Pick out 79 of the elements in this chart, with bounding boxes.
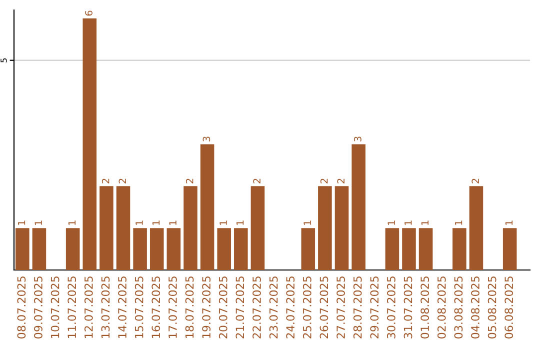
data-label: 3 [202,136,210,142]
x-tick-label: 27.07.2025 [336,276,345,338]
x-tick-label: 15.07.2025 [134,276,144,338]
x-tick-label: 12.07.2025 [84,276,93,338]
data-label: 1 [304,220,311,225]
bar [250,186,265,270]
bar [100,186,114,270]
data-label: 1 [388,220,395,225]
x-tick-label: 01.08.2025 [420,276,430,338]
data-label: 2 [253,178,260,184]
bar [217,228,231,270]
x-tick-label: 05.08.2025 [488,276,496,338]
data-label: 1 [136,220,143,225]
data-label: 6 [85,10,92,16]
bar [116,186,130,270]
x-tick-label: 22.07.2025 [252,276,261,338]
data-label: 1 [505,220,513,225]
bar [452,228,466,270]
bar [150,228,164,270]
x-tick-label: 21.07.2025 [236,276,244,338]
bar [402,228,416,270]
x-tick-label: 04.08.2025 [471,276,480,338]
bar [385,228,400,270]
bar [133,228,147,270]
bar [66,228,80,270]
bar [318,186,332,270]
data-label: 2 [320,178,328,184]
x-tick-label: 16.07.2025 [152,276,160,338]
x-tick-label: 23.07.2025 [269,276,278,338]
data-label: 2 [118,178,126,184]
bar [234,228,248,270]
x-tick-label: 30.07.2025 [386,276,396,338]
bar [32,228,46,270]
bar [334,186,349,270]
x-tick-label: 25.07.2025 [302,276,312,338]
x-tick-label: 08.07.2025 [17,276,26,338]
x-tick-label: 17.07.2025 [168,276,177,338]
data-label: 1 [220,220,227,225]
x-tick-label: 13.07.2025 [101,276,110,338]
x-tick-label: 10.07.2025 [50,276,60,338]
data-label: 2 [186,178,194,184]
data-label: 1 [169,220,176,225]
bar [16,228,30,270]
x-tick-label: 02.08.2025 [437,276,446,338]
bar [82,18,97,270]
data-label: 1 [421,220,428,225]
data-label: 1 [34,220,42,225]
x-tick-label: 19.07.2025 [202,276,211,338]
data-label: 1 [236,220,244,225]
bar [184,186,198,270]
bar [469,186,484,270]
x-tick-label: 14.07.2025 [118,276,126,338]
x-tick-label: 11.07.2025 [68,276,76,338]
x-tick-label: 20.07.2025 [218,276,228,338]
x-tick-label: 06.08.2025 [504,276,514,338]
bar [418,228,433,270]
data-label: 1 [455,220,462,225]
data-label: 1 [404,220,412,225]
x-tick-label: 18.07.2025 [185,276,194,338]
bar [352,144,366,270]
data-label: 3 [354,136,362,142]
x-tick-label: 29.07.2025 [370,276,379,338]
y-tick-label: 5 [0,58,7,62]
bar [502,228,517,270]
x-tick-label: 31.07.2025 [404,276,412,338]
bar [166,228,181,270]
x-tick-label: 26.07.2025 [320,276,328,338]
bar [301,228,316,270]
data-label: 2 [337,178,344,184]
bar [200,144,214,270]
x-tick-label: 09.07.2025 [34,276,42,338]
data-label: 2 [102,178,110,184]
data-label: 1 [68,220,76,225]
data-label: 1 [152,220,160,225]
x-tick-label: 24.07.2025 [286,276,295,338]
data-label: 2 [472,178,479,184]
x-tick-label: 03.08.2025 [454,276,463,338]
data-label: 1 [18,220,26,225]
x-tick-label: 28.07.2025 [353,276,362,338]
